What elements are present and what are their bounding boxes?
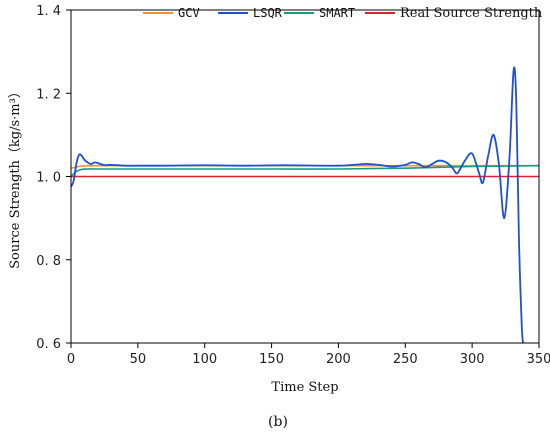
figure-caption: (b) [268,414,288,430]
y-tick-label: 1. 2 [36,87,61,102]
x-axis-title: Time Step [271,380,338,395]
y-axis-title: Source Strength（kg/s·m³） [8,85,23,269]
legend-label: Real Source Strength [400,6,543,21]
tick-labels: 0 50 100 150 200 250 300 350 0. 6 0. 8 1. 0 1. 2 1. … [36,4,550,367]
x-tick-label: 0 [67,352,75,367]
legend-entry: LSQR [218,6,283,20]
y-tick-label: 0. 6 [36,337,61,352]
x-tick-label: 300 [460,352,485,367]
x-tick-label: 250 [393,352,418,367]
series-lines [71,66,539,343]
x-tick-label: 150 [259,352,284,367]
legend-label: GCV [178,6,200,20]
legend-entry: Real Source Strength [365,6,543,21]
series-line-smart [71,164,539,178]
y-tick-label: 1. 0 [36,171,61,186]
y-tick-label: 1. 4 [36,4,61,19]
x-tick-label: 200 [326,352,351,367]
axis-ticks [66,9,540,348]
y-tick-label: 0. 8 [36,254,61,269]
x-tick-label: 100 [192,352,217,367]
x-tick-label: 50 [130,352,147,367]
legend-entry: GCV [143,6,200,20]
legend: GCV LSQR SMART Real Source Strength [143,6,543,21]
legend-entry: SMART [284,6,355,20]
series-line-lsqr [71,66,524,343]
legend-label: LSQR [253,6,283,20]
x-tick-label: 350 [527,352,550,367]
legend-label: SMART [319,6,355,20]
